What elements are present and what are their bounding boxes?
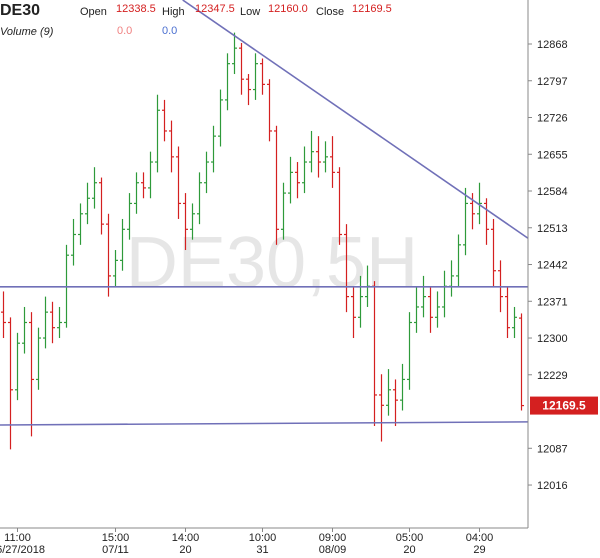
x-tick-date: 20	[403, 544, 415, 556]
y-tick-label: 12655	[537, 149, 568, 161]
trendline	[0, 421, 528, 426]
trendline	[182, 0, 529, 239]
y-tick-label: 12797	[537, 76, 568, 88]
x-tick-label: 04:00	[466, 532, 494, 544]
y-tick-label: 12584	[537, 186, 568, 198]
x-tick-date: 29	[473, 544, 485, 556]
y-tick-label: 12513	[537, 223, 568, 235]
x-tick-label: 11:00	[4, 532, 31, 544]
volume-value: 0.0	[162, 25, 177, 37]
x-tick-date: 08/09	[319, 544, 347, 556]
x-tick-label: 05:00	[396, 532, 424, 544]
x-tick-label: 09:00	[319, 532, 347, 544]
x-tick-label: 14:00	[172, 532, 200, 544]
open-value: 12338.5	[116, 3, 156, 15]
x-tick-date: 31	[256, 544, 268, 556]
last-price-label: 12169.5	[542, 399, 586, 413]
y-tick-label: 12442	[537, 260, 568, 272]
symbol: DE30	[0, 2, 40, 19]
close-label: Close	[316, 6, 344, 18]
watermark: DE30,5H	[126, 223, 418, 303]
y-tick-label: 12016	[537, 480, 568, 492]
x-tick-date: 07/11	[102, 544, 129, 556]
low-value: 12160.0	[268, 3, 308, 15]
open-label: Open	[80, 6, 107, 18]
y-tick-label: 12229	[537, 370, 568, 382]
volume-value: 0.0	[117, 25, 132, 37]
high-value: 12347.5	[195, 3, 235, 15]
y-tick-label: 12087	[537, 443, 568, 455]
high-label: High	[162, 6, 185, 18]
y-tick-label: 12726	[537, 113, 568, 125]
y-tick-label: 12371	[537, 296, 568, 308]
x-tick-label: 15:00	[102, 532, 130, 544]
x-tick-date: 20	[179, 544, 191, 556]
volume-label: Volume (9)	[0, 26, 54, 38]
y-tick-label: 12300	[537, 333, 568, 345]
y-tick-label: 12868	[537, 39, 568, 51]
x-tick-date: 06/27/2018	[0, 544, 45, 556]
close-value: 12169.5	[352, 3, 392, 15]
x-tick-label: 10:00	[249, 532, 277, 544]
low-label: Low	[240, 6, 260, 18]
last-price-box	[530, 396, 598, 415]
plot-area	[0, 0, 529, 450]
